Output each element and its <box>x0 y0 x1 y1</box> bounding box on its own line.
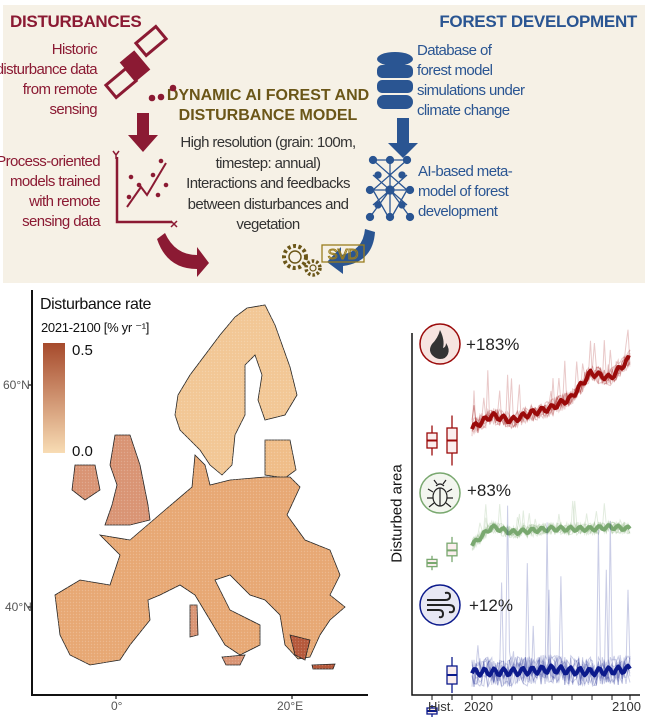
text-line: model of forest <box>418 183 509 200</box>
wind-ensemble-line <box>471 505 631 688</box>
x-ticks <box>431 695 631 700</box>
forest-development-heading: FOREST DEVELOPMENT <box>439 12 637 31</box>
legend-subtitle: 2021-2100 [% yr ⁻¹] <box>41 320 150 335</box>
wind-icon <box>419 584 461 626</box>
database-text: Database of forest model simulations und… <box>417 41 525 121</box>
neural-network-icon <box>365 155 415 222</box>
x-label-hist: Hist. <box>428 699 454 714</box>
text-line: sensing <box>49 101 97 118</box>
wind-change-label: +12% <box>469 596 513 615</box>
beetle-icon <box>419 472 461 514</box>
satellite-icon <box>103 24 177 102</box>
text-line: forest model <box>417 62 493 79</box>
arrow-down-icon <box>128 113 158 152</box>
historic-data-text: Historic disturbance data from remote se… <box>0 40 98 120</box>
title-line: DYNAMIC AI FOREST AND <box>166 87 370 104</box>
lat-label: 40°N <box>5 600 32 614</box>
fire-ensemble-line <box>471 340 631 436</box>
text-line: Historic <box>51 41 98 58</box>
text-line: between disturbances and <box>187 195 349 213</box>
text-line: models trained <box>10 173 101 190</box>
beetle-change-label: +83% <box>467 481 511 500</box>
text-line: High resolution (grain: 100m, <box>180 134 356 151</box>
fire-icon <box>419 323 461 365</box>
y-axis-label: Disturbed area <box>388 464 406 563</box>
legend-min: 0.0 <box>72 443 93 460</box>
disturbances-heading: DISTURBANCES <box>10 12 142 31</box>
legend-colorbar <box>43 343 65 453</box>
gears-icon <box>282 244 322 277</box>
lon-label: 20°E <box>277 699 304 713</box>
fire-mean-line <box>470 355 631 430</box>
curved-arrow-red-icon <box>157 233 209 277</box>
text-line: with remote <box>29 193 101 210</box>
legend-title: Disturbance rate <box>40 296 151 313</box>
text-line: climate change <box>417 102 510 119</box>
lat-label: 60°N <box>3 378 30 392</box>
wind-ensemble-line <box>471 655 631 689</box>
wind-ensemble-line <box>471 529 631 688</box>
text-line: sensing data <box>22 213 100 230</box>
legend-max: 0.5 <box>72 342 93 359</box>
text-line: development <box>418 203 498 220</box>
text-line: Interactions and feedbacks <box>186 175 350 192</box>
bark beetle-mean-line <box>470 523 632 547</box>
text-line: Process-oriented <box>0 153 101 170</box>
fire-ensemble-line <box>471 343 631 433</box>
arrow-down-icon <box>388 118 418 158</box>
concept-graphics: SVD <box>103 24 418 277</box>
fire-change-label: +183% <box>466 335 520 354</box>
ai-metamodel-text: AI-based meta- model of forest developme… <box>418 162 513 222</box>
svd-logo: SVD <box>321 244 365 264</box>
axis-ticks <box>28 384 293 699</box>
curved-arrow-blue-icon <box>327 229 375 274</box>
disturbance-map <box>28 285 370 699</box>
europe-land <box>40 285 370 685</box>
text-line: disturbance data <box>0 61 98 78</box>
wind-ensemble-line <box>471 589 631 688</box>
wind-ensemble-line <box>471 521 631 688</box>
process-models-text: Process-oriented models trained with rem… <box>0 152 101 232</box>
bark beetle-ensemble-line <box>471 503 631 551</box>
chart-axes <box>411 333 640 696</box>
model-description: High resolution (grain: 100m, timestep: … <box>148 133 388 236</box>
boxplots <box>426 415 458 717</box>
svd-logo-text: SVD <box>328 246 359 263</box>
wind-mean-line <box>470 663 632 678</box>
x-label-2100: 2100 <box>612 699 641 714</box>
title-line: DISTURBANCE MODEL <box>178 107 358 124</box>
database-icon <box>377 52 413 109</box>
text-line: timestep: annual) <box>215 154 321 172</box>
text-line: Database of <box>417 42 492 59</box>
hatch-overlay <box>40 285 370 685</box>
text-line: AI-based meta- <box>418 163 513 180</box>
map-axes <box>31 290 368 696</box>
text-line: vegetation <box>236 216 300 233</box>
concept-panel: DISTURBANCES FOREST DEVELOPMENT Historic… <box>0 5 645 283</box>
model-title: DYNAMIC AI FOREST AND DISTURBANCE MODEL <box>148 86 388 126</box>
text-line: from remote <box>22 81 98 98</box>
series-lines <box>470 329 632 689</box>
scatter-plot-icon <box>112 150 178 228</box>
lon-label: 0° <box>111 699 123 713</box>
x-label-2020: 2020 <box>464 699 493 714</box>
wind-ensemble-line <box>471 569 631 687</box>
text-line: simulations under <box>417 82 525 99</box>
disturbed-area-chart <box>411 323 640 717</box>
